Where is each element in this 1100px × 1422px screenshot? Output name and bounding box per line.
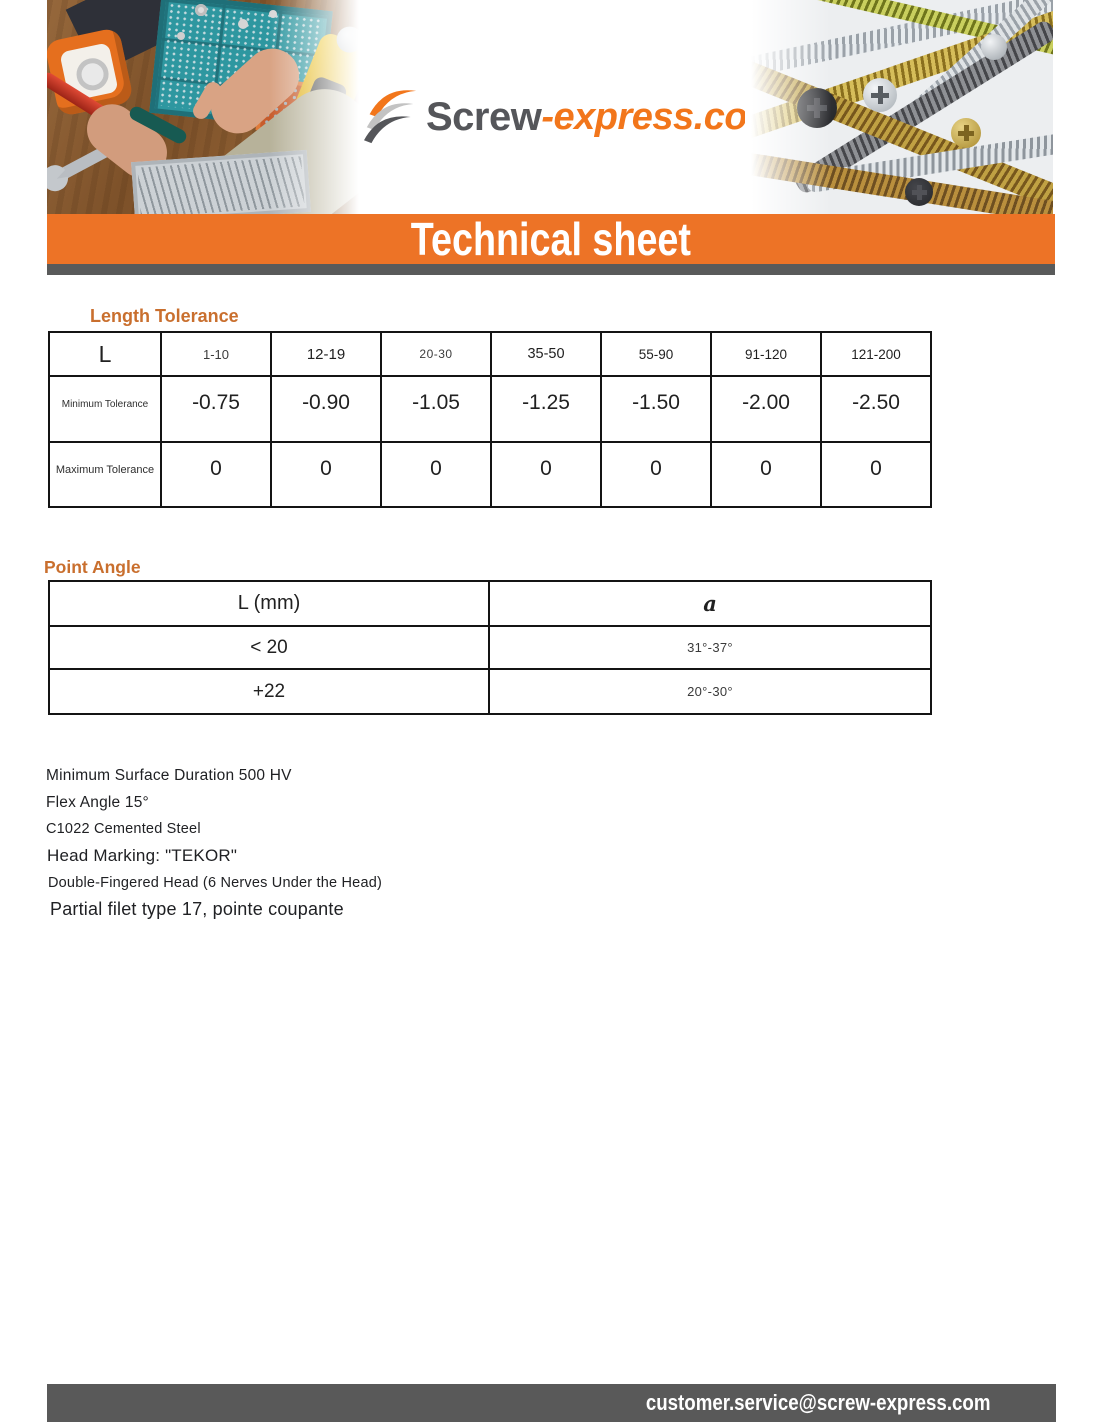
col-header: 12-19 [270, 331, 382, 377]
footer-email: customer.service@screw-express.com [645, 1390, 990, 1415]
cell: 0 [820, 441, 932, 508]
cell: 0 [600, 441, 712, 508]
cell: -2.50 [820, 375, 932, 443]
banner-shadow [47, 264, 1055, 275]
table-row: Maximum Tolerance 0 0 0 0 0 0 0 [48, 441, 932, 508]
point-angle-title: Point Angle [44, 557, 141, 577]
cell: -1.25 [490, 375, 602, 443]
cell: -0.75 [160, 375, 272, 443]
cell: 0 [710, 441, 822, 508]
cell: -1.05 [380, 375, 492, 443]
brand-name-secondary: -express.com [541, 95, 781, 138]
cell: 0 [160, 441, 272, 508]
length-tolerance-title: Length Tolerance [90, 306, 239, 326]
row-label: Minimum Tolerance [48, 375, 162, 443]
logo-swoosh-icon [364, 90, 417, 144]
spec-line-head-type: Double-Fingered Head (6 Nerves Under the… [48, 875, 383, 891]
table-row: Minimum Tolerance -0.75 -0.90 -1.05 -1.2… [48, 375, 932, 443]
spec-line-flex-angle: Flex Angle 15° [46, 794, 149, 811]
brand-logo: Screw -express.com [364, 76, 781, 158]
row-label: Maximum Tolerance [48, 441, 162, 508]
banner: Technical sheet [47, 214, 1055, 264]
col-header: 121-200 [820, 331, 932, 377]
cell: 0 [380, 441, 492, 508]
table-header-row: L (mm) a [48, 580, 932, 627]
cell: -1.50 [600, 375, 712, 443]
table-header-row: L 1-10 12-19 20-30 35-50 55-90 91-120 12… [48, 331, 932, 377]
cell: -0.90 [270, 375, 382, 443]
cell: 0 [490, 441, 602, 508]
point-angle-table: L (mm) a < 20 31°-37° +22 20°-30° [48, 580, 932, 715]
col-header: 35-50 [490, 331, 602, 377]
spec-line-surface-duration: Minimum Surface Duration 500 HV [46, 767, 292, 784]
spec-line-steel: C1022 Cemented Steel [46, 821, 201, 837]
table-row: < 20 31°-37° [48, 625, 932, 670]
col-header-l-mm: L (mm) [48, 580, 490, 627]
brand-name-primary: Screw [426, 94, 542, 139]
table-row: +22 20°-30° [48, 668, 932, 715]
spec-line-head-marking: Head Marking: "TEKOR" [47, 846, 238, 865]
spec-line-filet-type: Partial filet type 17, pointe coupante [50, 899, 344, 919]
screws-photo [745, 0, 1053, 215]
workbench-photo [47, 0, 365, 215]
cell: +22 [48, 668, 490, 715]
row-header-L: L [48, 331, 162, 377]
cell: 31°-37° [488, 625, 932, 670]
photo-fade [47, 0, 365, 215]
photo-fade [745, 0, 1053, 215]
col-header: 55-90 [600, 331, 712, 377]
cell: < 20 [48, 625, 490, 670]
cell: 20°-30° [488, 668, 932, 715]
cell: -2.00 [710, 375, 822, 443]
footer-bar: customer.service@screw-express.com [47, 1384, 1056, 1422]
length-tolerance-table: L 1-10 12-19 20-30 35-50 55-90 91-120 12… [48, 331, 932, 508]
col-header: 1-10 [160, 331, 272, 377]
col-header-angle: a [488, 580, 932, 627]
col-header: 20-30 [380, 331, 492, 377]
col-header: 91-120 [710, 331, 822, 377]
cell: 0 [270, 441, 382, 508]
banner-title: Technical sheet [410, 213, 692, 265]
